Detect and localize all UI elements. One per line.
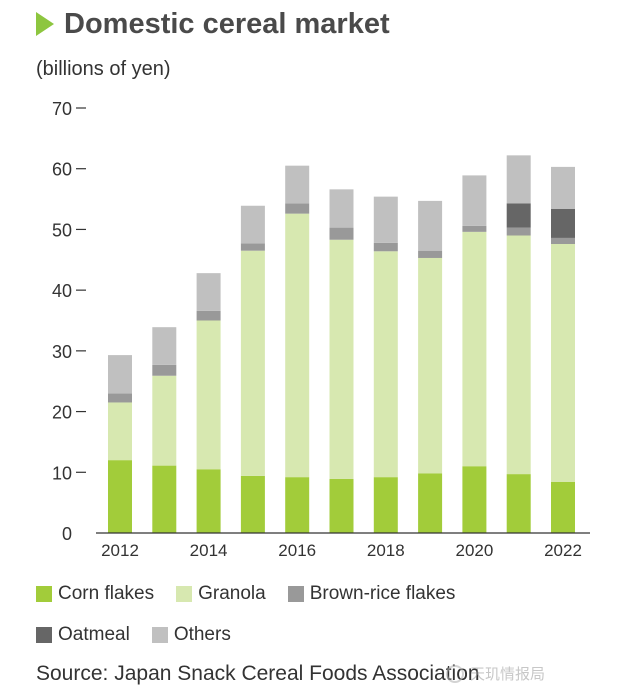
x-tick-label: 2020	[455, 541, 493, 560]
bar-segment-granola-2019	[418, 257, 443, 474]
legend-swatch-oatmeal	[36, 627, 52, 643]
bar-segment-corn-flakes-2015	[240, 475, 265, 533]
x-tick-label: 2014	[190, 541, 228, 560]
bar-segment-brown-rice-flakes-2012	[108, 393, 132, 403]
y-tick-label: 40	[52, 281, 72, 301]
watermark-text: 天玑情报局	[470, 666, 546, 683]
bar-segment-brown-rice-flakes-2016	[285, 203, 310, 214]
legend-label-oatmeal: Oatmeal	[58, 624, 130, 645]
y-tick-label: 20	[52, 403, 72, 423]
bar-segment-granola-2021	[506, 235, 531, 475]
bar-segment-brown-rice-flakes-2019	[418, 250, 443, 258]
legend-item-corn-flakes: Corn flakes	[36, 583, 154, 605]
stacked-bar-chart: 0 10 20 30 40 50 60 70 2012 2014 2016 2018 2020 2022	[52, 99, 590, 560]
bar-segment-corn-flakes-2014	[196, 469, 221, 533]
watermark: 天玑情报局	[446, 663, 545, 684]
bar-segment-others-2021	[506, 155, 531, 204]
x-tick-label: 2016	[278, 541, 316, 560]
bar-segment-corn-flakes-2017	[329, 478, 354, 533]
bar-segment-corn-flakes-2021	[506, 474, 531, 533]
y-tick-label: 10	[52, 463, 72, 483]
bar-segment-granola-2016	[285, 213, 310, 478]
bar-segment-others-2017	[329, 189, 354, 228]
legend-label-granola: Granola	[198, 583, 266, 604]
bar-segment-granola-2020	[462, 231, 487, 467]
y-tick-label: 50	[52, 220, 72, 240]
y-tick-label: 0	[62, 524, 72, 544]
bar-segment-others-2013	[152, 327, 177, 365]
legend-row-2: Oatmeal Others	[36, 623, 253, 647]
bar-segment-brown-rice-flakes-2021	[506, 227, 531, 236]
bar-segment-brown-rice-flakes-2020	[462, 225, 487, 232]
x-tick-label: 2012	[101, 541, 139, 560]
legend-swatch-others	[151, 627, 168, 643]
bar-segment-brown-rice-flakes-2017	[329, 227, 354, 240]
bar-segment-brown-rice-flakes-2018	[373, 242, 398, 252]
legend-row-1: Corn flakes Granola Brown-rice flakes	[36, 582, 477, 606]
legend-item-oatmeal: Oatmeal	[36, 624, 130, 646]
title-arrow-icon	[36, 12, 54, 36]
legend-label-corn-flakes: Corn flakes	[58, 583, 155, 604]
y-tick-label: 30	[52, 342, 72, 362]
bar-segment-corn-flakes-2018	[373, 477, 398, 533]
legend-item-others: Others	[151, 624, 231, 646]
bar-segment-corn-flakes-2020	[462, 466, 487, 533]
y-axis-unit-label: (billions of yen)	[36, 58, 171, 80]
bar-segment-corn-flakes-2016	[285, 477, 310, 533]
legend-label-brown-rice-flakes: Brown-rice flakes	[309, 583, 456, 604]
legend-item-granola: Granola	[176, 583, 266, 605]
x-tick-label: 2022	[544, 541, 582, 560]
bar-segment-granola-2015	[240, 250, 265, 476]
bar-segment-granola-2012	[108, 402, 132, 461]
bar-segment-granola-2022	[551, 244, 575, 482]
bar-segment-granola-2014	[196, 320, 221, 470]
bar-segment-oatmeal-2022	[551, 208, 575, 238]
bar-segment-brown-rice-flakes-2014	[196, 310, 221, 321]
bar-segment-granola-2018	[373, 251, 398, 478]
bar-segment-oatmeal-2021	[506, 203, 531, 228]
bar-segment-others-2018	[373, 196, 398, 243]
legend-swatch-corn-flakes	[36, 586, 52, 602]
legend-label-others: Others	[173, 624, 231, 645]
bar-segment-others-2020	[462, 175, 487, 226]
bar-segment-corn-flakes-2022	[551, 482, 575, 533]
chart-title: Domestic cereal market	[64, 7, 390, 40]
legend-swatch-granola	[176, 586, 193, 602]
bar-segment-others-2012	[108, 355, 132, 394]
bar-segment-corn-flakes-2012	[108, 460, 132, 533]
bar-segment-others-2016	[285, 165, 310, 204]
bar-segment-brown-rice-flakes-2022	[551, 237, 575, 244]
bar-segment-others-2015	[240, 205, 265, 244]
bar-segment-brown-rice-flakes-2013	[152, 364, 177, 376]
legend-swatch-brown-rice-flakes	[287, 586, 304, 602]
source-note: Source: Japan Snack Cereal Foods Associa…	[36, 662, 480, 685]
bar-segment-others-2014	[196, 273, 221, 311]
bar-segment-granola-2017	[329, 239, 354, 479]
x-tick-label: 2018	[367, 541, 405, 560]
watermark-logo-icon	[446, 664, 464, 683]
bar-segment-others-2019	[418, 200, 443, 251]
bar-segment-granola-2013	[152, 375, 177, 466]
y-tick-label: 70	[52, 99, 72, 119]
bar-segment-corn-flakes-2013	[152, 465, 177, 533]
bar-segment-brown-rice-flakes-2015	[240, 243, 265, 251]
title-block: Domestic cereal market	[36, 6, 390, 42]
legend-item-brown-rice-flakes: Brown-rice flakes	[287, 583, 456, 605]
bar-segment-others-2022	[551, 166, 575, 209]
y-tick-label: 60	[52, 160, 72, 180]
bar-segment-corn-flakes-2019	[418, 473, 443, 533]
